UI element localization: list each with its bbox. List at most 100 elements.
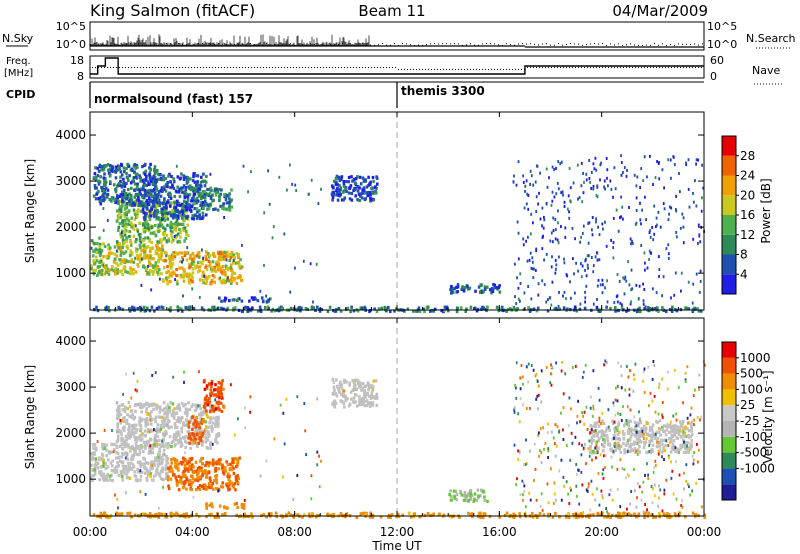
data-cell <box>148 196 151 200</box>
data-cell <box>227 478 231 482</box>
data-cell <box>211 408 215 412</box>
noise-search-dot <box>498 44 499 46</box>
data-cell <box>93 184 97 188</box>
data-cell <box>619 444 623 449</box>
data-cell <box>590 256 593 259</box>
data-cell <box>359 401 363 405</box>
nave-dot <box>662 67 663 68</box>
noise-search-dot <box>466 44 467 46</box>
data-cell <box>211 193 214 197</box>
data-cell <box>121 202 124 206</box>
data-cell <box>138 221 141 225</box>
data-cell <box>105 305 109 309</box>
data-cell <box>188 281 191 285</box>
data-cell <box>110 196 114 200</box>
data-cell <box>210 384 213 389</box>
colorbar-swatch <box>722 136 736 156</box>
data-cell <box>696 307 700 311</box>
data-cell <box>634 432 638 437</box>
noise-search-dot <box>334 44 335 46</box>
data-cell <box>101 453 104 457</box>
noise-search-dot <box>542 43 543 45</box>
data-cell <box>241 243 243 247</box>
noise-sky-trace <box>89 34 370 46</box>
data-cell <box>169 511 173 515</box>
data-cell <box>468 494 472 498</box>
data-cell <box>534 180 537 184</box>
data-cell <box>190 199 193 203</box>
data-cell <box>190 483 193 487</box>
data-cell <box>156 197 160 201</box>
data-cell <box>194 189 197 193</box>
data-cell <box>335 193 338 197</box>
data-cell <box>584 300 586 304</box>
data-cell <box>200 485 204 489</box>
data-cell <box>517 297 520 301</box>
data-cell <box>629 237 632 241</box>
data-cell <box>125 239 128 243</box>
nave-dot <box>656 67 657 68</box>
data-cell <box>310 306 314 310</box>
freq-trace <box>90 57 704 75</box>
data-cell <box>175 268 178 272</box>
data-cell <box>129 461 133 465</box>
nave-dot <box>179 67 180 68</box>
nave-dot <box>557 67 558 68</box>
data-cell <box>95 250 98 254</box>
data-cell <box>101 194 104 198</box>
noise-search-dot <box>702 43 703 45</box>
data-cell <box>219 204 222 208</box>
data-cell <box>178 406 182 410</box>
data-cell <box>185 233 188 237</box>
data-cell <box>574 291 576 295</box>
data-cell <box>180 251 183 255</box>
data-cell <box>356 175 359 179</box>
data-cell <box>592 264 595 268</box>
data-cell <box>203 387 207 391</box>
data-cell <box>95 186 98 190</box>
data-cell <box>96 265 100 269</box>
data-cell <box>201 216 204 220</box>
data-cell <box>171 470 175 474</box>
data-cell <box>692 282 695 286</box>
data-cell <box>198 260 202 264</box>
data-cell <box>546 185 549 189</box>
data-cell <box>228 258 231 262</box>
data-cell <box>185 478 189 482</box>
data-cell <box>512 180 515 184</box>
freq-left-tick-bottom: 8 <box>77 70 84 83</box>
data-cell <box>230 279 234 283</box>
data-cell <box>176 466 180 471</box>
data-cell <box>465 307 468 311</box>
data-cell <box>147 215 151 219</box>
data-cell <box>656 441 659 445</box>
data-cell <box>142 227 145 231</box>
data-cell <box>195 407 198 411</box>
nave-dot <box>512 69 513 70</box>
data-cell <box>681 427 685 431</box>
data-cell <box>112 269 116 273</box>
nave-dot <box>290 67 291 68</box>
data-cell <box>201 195 204 199</box>
data-cell <box>160 252 164 256</box>
data-cell <box>481 515 485 520</box>
data-cell <box>529 169 532 173</box>
data-cell <box>629 443 632 447</box>
data-cell <box>194 213 197 217</box>
data-cell <box>154 223 157 228</box>
data-cell <box>90 463 93 467</box>
data-cell <box>106 472 109 476</box>
data-cell <box>681 422 685 426</box>
data-cell <box>689 447 692 451</box>
data-cell <box>616 300 619 304</box>
data-cell <box>128 192 131 196</box>
data-cell <box>665 428 669 432</box>
data-cell <box>588 450 592 454</box>
colorbar-tick-label: 24 <box>740 169 755 183</box>
data-cell <box>174 213 177 218</box>
data-cell <box>220 257 223 261</box>
data-cell <box>128 425 131 430</box>
data-cell <box>169 229 172 233</box>
data-cell <box>617 437 620 441</box>
